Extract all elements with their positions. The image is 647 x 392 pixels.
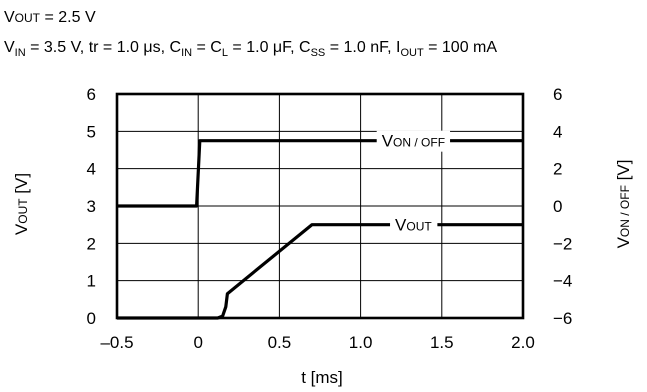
left-y-tick-label: 0 xyxy=(87,309,96,328)
series-labels: VON / OFF VOUT xyxy=(376,130,451,236)
left-y-tick-label: 4 xyxy=(87,160,96,179)
x-tick-label: –0.5 xyxy=(100,333,133,352)
right-y-axis-label: VON / OFF [V] xyxy=(614,160,633,249)
right-y-tick-labels: −6 −4 −2 0 2 4 6 xyxy=(553,85,572,328)
right-y-tick-label: −6 xyxy=(553,309,572,328)
right-y-tick-label: −4 xyxy=(553,272,572,291)
traces xyxy=(117,139,523,320)
series-label-out: VOUT xyxy=(390,214,438,236)
svg-text:VON / OFF: VON / OFF xyxy=(382,132,445,151)
right-y-tick-label: −2 xyxy=(553,234,572,253)
left-y-tick-label: 1 xyxy=(87,272,96,291)
right-y-tick-label: 4 xyxy=(553,122,562,141)
left-y-tick-label: 2 xyxy=(87,234,96,253)
left-y-axis-label: VOUT [V] xyxy=(12,173,31,235)
condition-line-2: VIN = 3.5 V, tr = 1.0 μs, CIN = CL = 1.0… xyxy=(4,39,497,59)
x-tick-label: 0 xyxy=(193,333,202,352)
x-tick-labels: –0.5 0 0.5 1.0 1.5 2.0 xyxy=(100,333,534,352)
condition-line-1: VOUT = 2.5 V xyxy=(4,9,96,26)
plot-frame xyxy=(115,92,525,320)
right-y-tick-label: 2 xyxy=(553,160,562,179)
series-line-out xyxy=(117,223,523,320)
svg-text:VOUT: VOUT xyxy=(395,216,432,235)
right-y-tick-label: 0 xyxy=(553,197,562,216)
series-label-on-off: VON / OFF xyxy=(376,130,451,152)
left-y-tick-labels: 0 1 2 3 4 5 6 xyxy=(87,85,96,328)
x-axis-label: t [ms] xyxy=(301,368,343,387)
x-tick-label: 1.5 xyxy=(430,333,454,352)
right-y-tick-label: 6 xyxy=(553,85,562,104)
left-y-tick-label: 3 xyxy=(87,197,96,216)
x-tick-label: 2.0 xyxy=(511,333,535,352)
left-y-tick-label: 6 xyxy=(87,85,96,104)
x-tick-label: 0.5 xyxy=(268,333,292,352)
x-tick-label: 1.0 xyxy=(349,333,373,352)
series-line-on-off xyxy=(117,139,523,208)
left-y-tick-label: 5 xyxy=(87,122,96,141)
